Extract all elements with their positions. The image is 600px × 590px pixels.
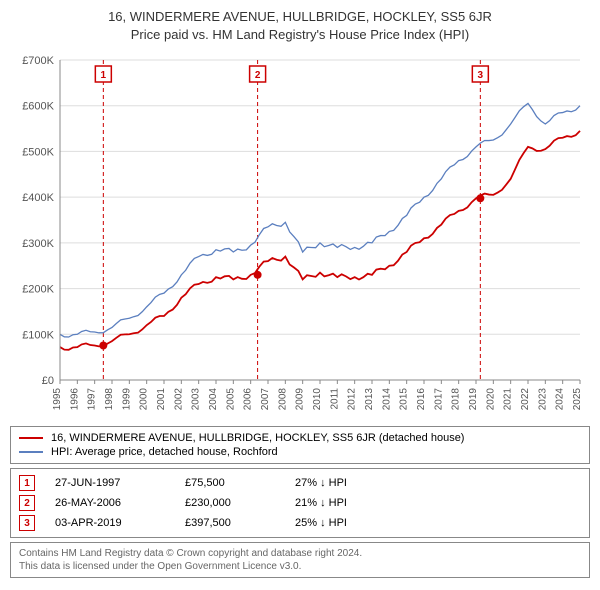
marker-pct: 25% ↓ HPI (295, 517, 385, 529)
svg-text:£300K: £300K (22, 238, 54, 250)
legend-row: HPI: Average price, detached house, Roch… (19, 445, 581, 459)
title-main: 16, WINDERMERE AVENUE, HULLBRIDGE, HOCKL… (10, 8, 590, 26)
title-block: 16, WINDERMERE AVENUE, HULLBRIDGE, HOCKL… (10, 8, 590, 44)
svg-text:2004: 2004 (208, 388, 219, 411)
svg-text:2003: 2003 (191, 388, 202, 411)
legend: 16, WINDERMERE AVENUE, HULLBRIDGE, HOCKL… (10, 426, 590, 464)
price-chart: £0 £100K £200K £300K £400K £500K £600K £700K 199… (10, 50, 590, 420)
svg-text:2011: 2011 (329, 388, 340, 410)
svg-text:2012: 2012 (347, 388, 358, 411)
svg-text:1998: 1998 (104, 388, 115, 411)
legend-row: 16, WINDERMERE AVENUE, HULLBRIDGE, HOCKL… (19, 431, 581, 445)
svg-text:2014: 2014 (381, 388, 392, 411)
svg-text:2017: 2017 (433, 388, 444, 411)
svg-text:2006: 2006 (243, 388, 254, 411)
marker-date: 26-MAY-2006 (55, 497, 165, 509)
svg-text:£400K: £400K (22, 193, 54, 205)
svg-text:2022: 2022 (520, 388, 531, 411)
svg-text:1996: 1996 (69, 388, 80, 411)
transaction-markers: 1 27-JUN-1997 £75,500 27% ↓ HPI 2 26-MAY… (10, 468, 590, 538)
svg-text:2020: 2020 (485, 388, 496, 411)
svg-text:2021: 2021 (503, 388, 514, 411)
svg-text:£100K: £100K (22, 330, 54, 342)
svg-text:1997: 1997 (87, 388, 98, 411)
marker-pct: 27% ↓ HPI (295, 477, 385, 489)
marker-date: 03-APR-2019 (55, 517, 165, 529)
svg-text:2023: 2023 (537, 388, 548, 411)
svg-text:£0: £0 (42, 375, 54, 387)
svg-text:2007: 2007 (260, 388, 271, 411)
svg-text:2016: 2016 (416, 388, 427, 411)
marker-number: 2 (19, 495, 35, 511)
svg-text:2002: 2002 (173, 388, 184, 411)
svg-text:£500K: £500K (22, 147, 54, 159)
legend-swatch-property (19, 437, 43, 439)
svg-text:1: 1 (101, 70, 107, 81)
svg-text:3: 3 (478, 70, 484, 81)
svg-text:£200K: £200K (22, 284, 54, 296)
svg-text:2009: 2009 (295, 388, 306, 411)
svg-text:2025: 2025 (572, 388, 583, 411)
footer-line2: This data is licensed under the Open Gov… (19, 560, 581, 573)
svg-text:2015: 2015 (399, 388, 410, 411)
svg-text:2010: 2010 (312, 388, 323, 411)
svg-text:2019: 2019 (468, 388, 479, 411)
legend-label-property: 16, WINDERMERE AVENUE, HULLBRIDGE, HOCKL… (51, 432, 464, 444)
svg-text:2000: 2000 (139, 388, 150, 411)
marker-price: £75,500 (185, 477, 275, 489)
svg-text:2018: 2018 (451, 388, 462, 411)
svg-text:2005: 2005 (225, 388, 236, 411)
svg-text:2: 2 (255, 70, 261, 81)
marker-number: 3 (19, 515, 35, 531)
marker-row: 3 03-APR-2019 £397,500 25% ↓ HPI (19, 513, 581, 533)
svg-text:1995: 1995 (52, 388, 63, 411)
marker-number: 1 (19, 475, 35, 491)
legend-swatch-hpi (19, 451, 43, 453)
svg-text:1999: 1999 (121, 388, 132, 411)
svg-text:£700K: £700K (22, 55, 54, 67)
page-container: 16, WINDERMERE AVENUE, HULLBRIDGE, HOCKL… (0, 0, 600, 586)
marker-row: 2 26-MAY-2006 £230,000 21% ↓ HPI (19, 493, 581, 513)
marker-pct: 21% ↓ HPI (295, 497, 385, 509)
legend-label-hpi: HPI: Average price, detached house, Roch… (51, 446, 278, 458)
title-sub: Price paid vs. HM Land Registry's House … (10, 26, 590, 44)
marker-row: 1 27-JUN-1997 £75,500 27% ↓ HPI (19, 473, 581, 493)
svg-text:2024: 2024 (555, 388, 566, 411)
svg-text:2008: 2008 (277, 388, 288, 411)
svg-text:2013: 2013 (364, 388, 375, 411)
marker-price: £397,500 (185, 517, 275, 529)
chart-svg: £0 £100K £200K £300K £400K £500K £600K £700K 199… (10, 50, 590, 420)
marker-date: 27-JUN-1997 (55, 477, 165, 489)
footer-line1: Contains HM Land Registry data © Crown c… (19, 547, 581, 560)
footer: Contains HM Land Registry data © Crown c… (10, 542, 590, 578)
marker-price: £230,000 (185, 497, 275, 509)
svg-text:£600K: £600K (22, 101, 54, 113)
svg-text:2001: 2001 (156, 388, 167, 411)
